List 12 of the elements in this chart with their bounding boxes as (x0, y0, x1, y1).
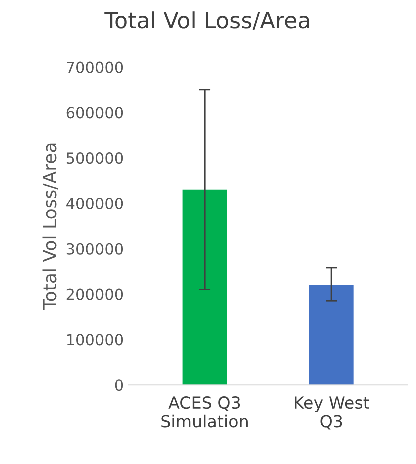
y-tick-label: 300000 (66, 243, 124, 255)
y-tick-label: 600000 (66, 107, 124, 119)
y-tick-label: 700000 (67, 62, 124, 74)
chart-title: Total Vol Loss/Area (104, 12, 310, 31)
y-tick-label: 200000 (66, 288, 124, 300)
y-tick-label: 400000 (66, 198, 124, 210)
x-tick-label: ACES Q3 Simulation (162, 396, 248, 428)
y-axis-title: Total Vol Loss/Area (42, 144, 58, 310)
y-tick-label: 0 (115, 380, 124, 392)
y-tick-label: 500000 (66, 152, 124, 164)
y-tick-label: 100000 (67, 334, 124, 346)
x-tick-label: Key West Q3 (295, 396, 370, 430)
